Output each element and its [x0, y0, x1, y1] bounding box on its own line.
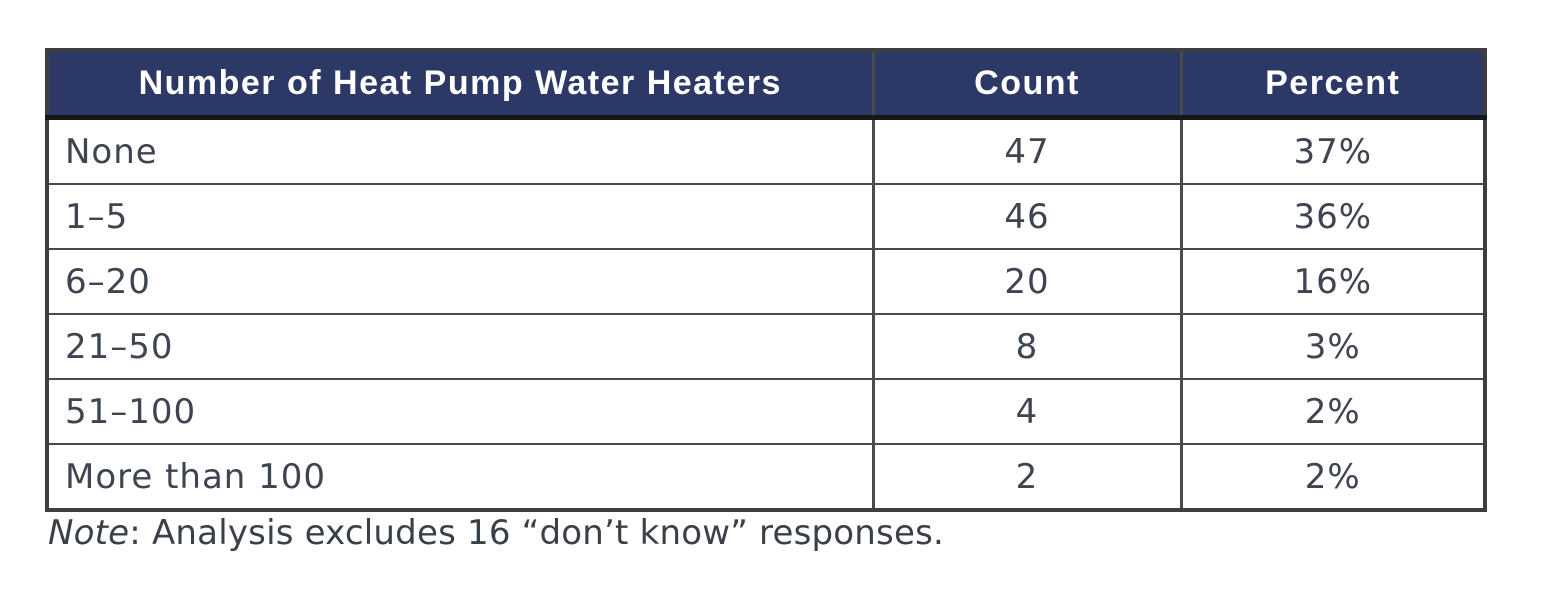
table-row: None 47 37%: [47, 117, 1485, 184]
cell-percent: 3%: [1179, 313, 1485, 379]
header-row: Number of Heat Pump Water Heaters Count …: [47, 50, 1485, 120]
cell-label: More than 100: [47, 443, 873, 510]
table-header: Number of Heat Pump Water Heaters Count …: [47, 50, 1485, 120]
table-row: More than 100 2 2%: [47, 443, 1485, 510]
cell-count: 47: [871, 117, 1181, 184]
cell-percent: 36%: [1179, 183, 1485, 249]
hpwh-table: Number of Heat Pump Water Heaters Count …: [45, 48, 1487, 512]
header-cell-category: Number of Heat Pump Water Heaters: [47, 50, 873, 120]
cell-percent: 2%: [1179, 378, 1485, 444]
cell-label: 6–20: [47, 248, 873, 314]
note-prefix: Note: [48, 513, 130, 553]
table-row: 51–100 4 2%: [47, 378, 1485, 444]
table-note: Note: Analysis excludes 16 “don’t know” …: [48, 513, 944, 553]
cell-label: None: [47, 117, 873, 184]
cell-label: 1–5: [47, 183, 873, 249]
cell-count: 46: [871, 183, 1181, 249]
cell-label: 21–50: [47, 313, 873, 379]
hpwh-table-container: Number of Heat Pump Water Heaters Count …: [45, 48, 1487, 512]
cell-percent: 37%: [1179, 117, 1485, 184]
table-body: None 47 37% 1–5 46 36% 6–20 20 16% 21–50…: [47, 117, 1485, 510]
cell-label: 51–100: [47, 378, 873, 444]
cell-percent: 2%: [1179, 443, 1485, 510]
cell-percent: 16%: [1179, 248, 1485, 314]
cell-count: 20: [871, 248, 1181, 314]
header-cell-percent: Percent: [1179, 50, 1485, 120]
table-row: 6–20 20 16%: [47, 248, 1485, 314]
note-text: : Analysis excludes 16 “don’t know” resp…: [129, 513, 944, 553]
cell-count: 4: [871, 378, 1181, 444]
cell-count: 8: [871, 313, 1181, 379]
table-row: 21–50 8 3%: [47, 313, 1485, 379]
header-cell-count: Count: [871, 50, 1181, 120]
cell-count: 2: [871, 443, 1181, 510]
table-row: 1–5 46 36%: [47, 183, 1485, 249]
